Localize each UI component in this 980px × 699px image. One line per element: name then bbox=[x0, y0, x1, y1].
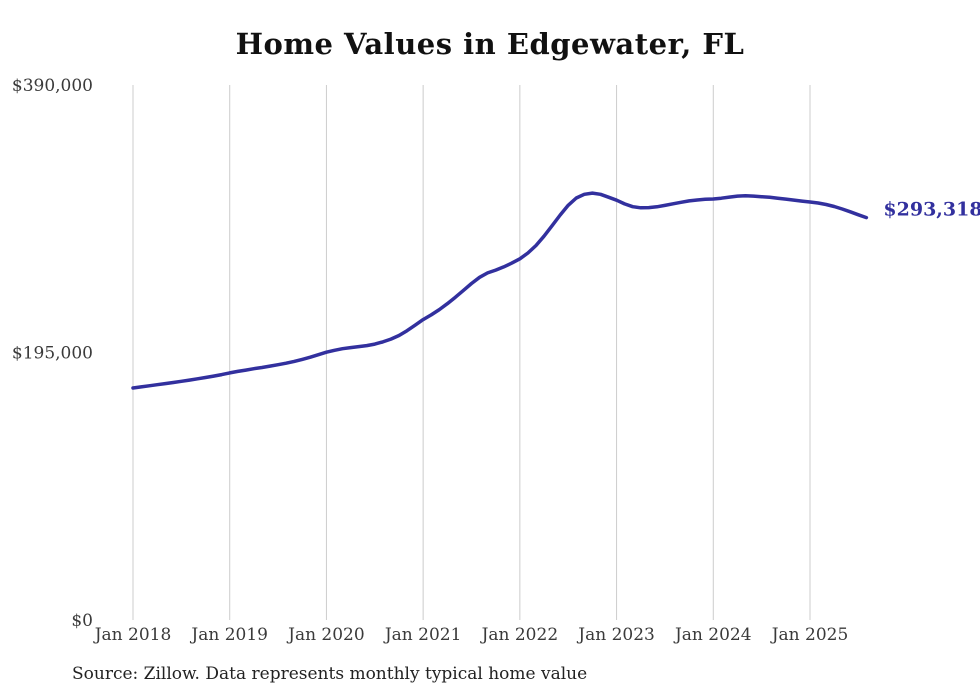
y-tick-label: $195,000 bbox=[12, 344, 93, 364]
chart-title: Home Values in Edgewater, FL bbox=[235, 27, 745, 61]
y-tick-label: $390,000 bbox=[12, 76, 93, 96]
x-tick-label: Jan 2020 bbox=[286, 625, 365, 645]
latest-value-label: $293,318 bbox=[883, 199, 980, 221]
source-note: Source: Zillow. Data represents monthly … bbox=[72, 664, 588, 684]
x-tick-label: Jan 2025 bbox=[770, 625, 849, 645]
x-tick-label: Jan 2022 bbox=[480, 625, 559, 645]
home-value-line-series bbox=[131, 191, 869, 390]
x-tick-label: Jan 2023 bbox=[576, 625, 655, 645]
x-tick-label: Jan 2019 bbox=[189, 625, 268, 645]
x-tick-label: Jan 2018 bbox=[93, 625, 172, 645]
y-tick-label: $0 bbox=[71, 611, 93, 631]
x-tick-label: Jan 2021 bbox=[383, 625, 462, 645]
x-tick-label: Jan 2024 bbox=[673, 625, 752, 645]
